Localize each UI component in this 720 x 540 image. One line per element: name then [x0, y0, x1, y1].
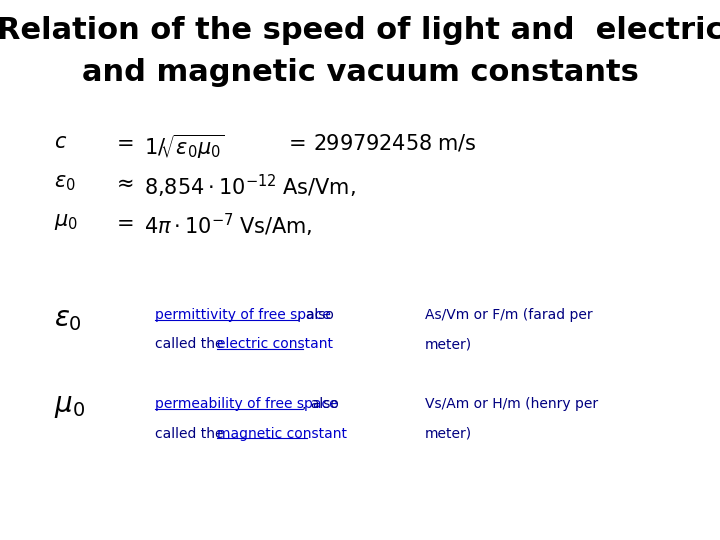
Text: electric constant: electric constant: [217, 338, 333, 352]
Text: called the: called the: [155, 338, 228, 352]
Text: $\varepsilon_0$: $\varepsilon_0$: [54, 305, 82, 333]
Text: and magnetic vacuum constants: and magnetic vacuum constants: [81, 58, 639, 87]
Text: $=$: $=$: [112, 212, 133, 232]
Text: meter): meter): [425, 338, 472, 352]
Text: $\approx$: $\approx$: [112, 173, 133, 193]
Text: As/Vm or F/m (farad per: As/Vm or F/m (farad per: [425, 308, 593, 322]
Text: permittivity of free space: permittivity of free space: [155, 308, 330, 322]
Text: $c$: $c$: [54, 132, 67, 152]
Text: $\mu_0$: $\mu_0$: [54, 212, 78, 232]
Text: , also: , also: [302, 397, 339, 411]
Text: called the: called the: [155, 427, 228, 441]
Text: , also: , also: [297, 308, 333, 322]
Text: permeability of free space: permeability of free space: [155, 397, 338, 411]
Text: Relation of the speed of light and  electric: Relation of the speed of light and elect…: [0, 16, 720, 45]
Text: $1/\!\sqrt{\epsilon_0\mu_0}$: $1/\!\sqrt{\epsilon_0\mu_0}$: [144, 132, 225, 161]
Text: magnetic constant: magnetic constant: [217, 427, 347, 441]
Text: $299792458\;\mathrm{m/s}$: $299792458\;\mathrm{m/s}$: [313, 132, 477, 153]
Text: $\mu_0$: $\mu_0$: [54, 392, 85, 420]
Text: $=$: $=$: [284, 132, 306, 152]
Text: Vs/Am or H/m (henry per: Vs/Am or H/m (henry per: [425, 397, 598, 411]
Text: $8{,}854\cdot10^{-12}\;\mathrm{As/Vm,}$: $8{,}854\cdot10^{-12}\;\mathrm{As/Vm,}$: [144, 173, 356, 200]
Text: $\epsilon_0$: $\epsilon_0$: [54, 173, 76, 193]
Text: $4\pi\cdot10^{-7}\;\mathrm{Vs/Am,}$: $4\pi\cdot10^{-7}\;\mathrm{Vs/Am,}$: [144, 212, 312, 239]
Text: meter): meter): [425, 427, 472, 441]
Text: $=$: $=$: [112, 132, 133, 152]
